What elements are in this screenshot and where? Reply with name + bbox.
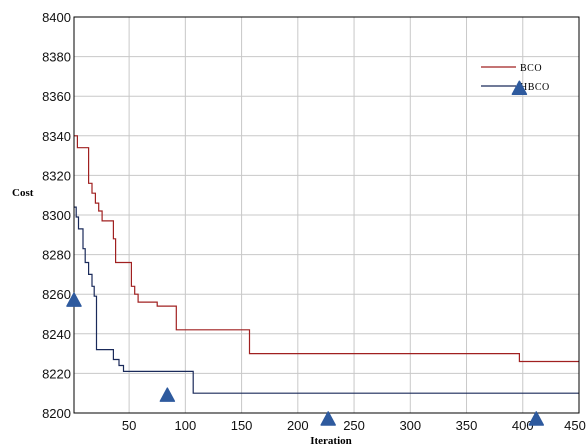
triangle-marker: [159, 387, 176, 402]
triangle-marker: [528, 411, 545, 426]
x-axis-title: Iteration: [310, 435, 352, 446]
y-tick-label: 8200: [42, 406, 71, 421]
triangle-marker: [511, 80, 528, 96]
series-lines: [74, 135, 579, 394]
y-tick-label: 8340: [42, 129, 71, 144]
series-line-hbco: [74, 206, 579, 394]
legend-label-bco: BCO: [520, 63, 542, 74]
x-tick-label: 450: [564, 418, 586, 433]
y-tick-label: 8240: [42, 327, 71, 342]
y-tick-label: 8220: [42, 366, 71, 381]
x-tick-label: 150: [231, 418, 253, 433]
legend: BCO HBCO: [481, 63, 550, 93]
y-tick-label: 8320: [42, 168, 71, 183]
grid: [74, 17, 579, 413]
x-tick-label: 400: [512, 418, 534, 433]
x-tick-label: 300: [399, 418, 421, 433]
x-tick-label: 250: [343, 418, 365, 433]
y-tick-label: 8360: [42, 89, 71, 104]
y-tick-label: 8380: [42, 50, 71, 65]
y-tick-label: 8280: [42, 248, 71, 263]
y-tick-label: 8300: [42, 208, 71, 223]
x-tick-label: 200: [287, 418, 309, 433]
y-tick-label: 8400: [42, 10, 71, 25]
plot-frame: [73, 16, 580, 414]
triangle-marker: [320, 411, 336, 426]
x-tick-label: 100: [174, 418, 196, 433]
x-tick-label: 50: [122, 418, 136, 433]
series-line-bco: [74, 135, 579, 363]
x-tick-labels: 50 100 150 200 250 300 350 400 450: [122, 418, 586, 433]
y-tick-label: 8260: [42, 287, 71, 302]
y-axis-title: Cost: [12, 187, 34, 199]
x-tick-label: 350: [456, 418, 478, 433]
markers: [66, 80, 545, 426]
legend-label-hbco: HBCO: [520, 82, 550, 93]
triangle-marker: [66, 292, 82, 307]
y-tick-labels: 8200 8220 8240 8260 8280 8300 8320 8340 8360 8380…: [42, 10, 71, 421]
